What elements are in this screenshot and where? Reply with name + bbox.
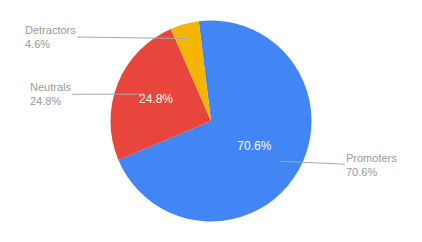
svg-text:Neutrals24.8%: Neutrals24.8% — [30, 81, 71, 107]
svg-text:Promoters70.6%: Promoters70.6% — [346, 152, 397, 178]
svg-text:Detractors4.6%: Detractors4.6% — [25, 24, 76, 50]
svg-text:24.8%: 24.8% — [139, 92, 173, 106]
svg-text:70.6%: 70.6% — [237, 139, 271, 153]
